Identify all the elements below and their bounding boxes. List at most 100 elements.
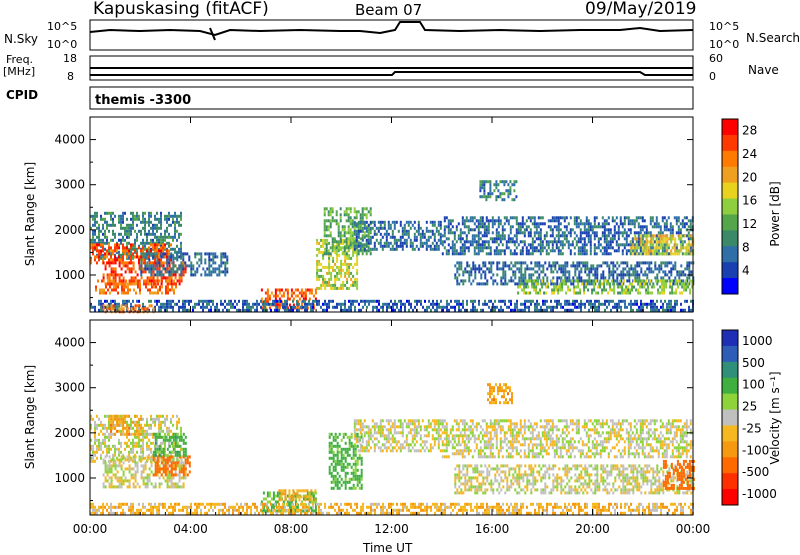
data-cell (224, 273, 226, 276)
data-cell (346, 219, 348, 222)
data-cell (664, 252, 666, 255)
data-cell (98, 442, 100, 445)
data-cell (468, 273, 470, 276)
data-cell (134, 442, 136, 445)
data-cell (115, 464, 117, 467)
data-cell (508, 246, 510, 249)
data-cell (382, 309, 384, 312)
data-cell (120, 224, 122, 227)
data-cell (118, 255, 120, 258)
data-cell (138, 300, 140, 303)
data-cell (160, 442, 162, 445)
data-cell (632, 270, 634, 273)
data-cell (350, 306, 352, 309)
data-cell (671, 289, 673, 292)
data-cell (106, 427, 108, 430)
data-cell (344, 309, 346, 312)
data-cell (104, 242, 106, 245)
data-cell (534, 234, 536, 237)
data-cell (621, 289, 623, 292)
data-cell (506, 264, 508, 267)
data-cell (125, 280, 127, 283)
data-cell (530, 219, 532, 222)
data-cell (626, 279, 628, 282)
data-cell (158, 418, 160, 421)
data-cell (612, 234, 614, 237)
data-cell (588, 300, 590, 303)
data-cell (448, 228, 450, 231)
data-cell (546, 300, 548, 303)
data-cell (222, 252, 224, 255)
data-cell (635, 280, 637, 283)
data-cell (366, 234, 368, 237)
data-cell (594, 309, 596, 312)
data-cell (418, 300, 420, 303)
data-cell (550, 219, 552, 222)
data-cell (113, 485, 115, 488)
data-cell (108, 258, 110, 261)
data-cell (162, 421, 164, 424)
data-cell (160, 215, 162, 218)
data-cell (685, 280, 687, 283)
data-cell (542, 240, 544, 243)
data-cell (590, 234, 592, 237)
data-cell (610, 252, 612, 255)
data-cell (340, 272, 342, 275)
data-cell (118, 218, 120, 221)
data-cell (358, 249, 360, 252)
data-cell (658, 234, 660, 237)
data-cell (533, 286, 535, 289)
data-cell (677, 280, 679, 283)
data-cell (148, 439, 150, 442)
data-cell (124, 233, 126, 236)
data-cell (150, 270, 152, 273)
data-cell (504, 234, 506, 237)
data-cell (622, 276, 624, 279)
data-cell (578, 216, 580, 219)
data-cell (224, 300, 226, 303)
data-cell (502, 300, 504, 303)
data-cell (148, 224, 150, 227)
data-cell (468, 276, 470, 279)
data-cell (536, 231, 538, 234)
data-cell (665, 283, 667, 286)
data-cell (354, 281, 356, 284)
data-cell (618, 306, 620, 309)
data-cell (173, 292, 175, 295)
data-cell (422, 242, 424, 245)
data-cell (650, 267, 652, 270)
data-cell (332, 266, 334, 269)
data-cell (334, 275, 336, 278)
data-cell (356, 284, 358, 287)
data-cell (396, 221, 398, 224)
data-cell (574, 237, 576, 240)
data-cell (486, 234, 488, 237)
data-cell (674, 252, 676, 255)
data-cell (214, 267, 216, 270)
data-cell (414, 248, 416, 251)
data-cell (174, 221, 176, 224)
data-cell (164, 306, 166, 309)
data-cell (123, 276, 125, 279)
data-cell (512, 225, 514, 228)
data-cell (594, 219, 596, 222)
data-cell (605, 280, 607, 283)
data-cell (142, 445, 144, 448)
data-cell (100, 243, 102, 246)
data-cell (184, 252, 186, 255)
data-cell (126, 246, 128, 249)
data-cell (503, 198, 505, 201)
data-cell (350, 300, 352, 303)
data-cell (346, 210, 348, 213)
data-cell (108, 421, 110, 424)
data-cell (311, 289, 313, 292)
data-cell (567, 286, 569, 289)
data-cell (292, 306, 294, 309)
data-cell (244, 309, 246, 312)
data-cell (156, 270, 158, 273)
data-cell (602, 276, 604, 279)
data-cell (97, 280, 99, 283)
data-cell (501, 192, 503, 195)
data-cell (454, 234, 456, 237)
data-cell (592, 264, 594, 267)
